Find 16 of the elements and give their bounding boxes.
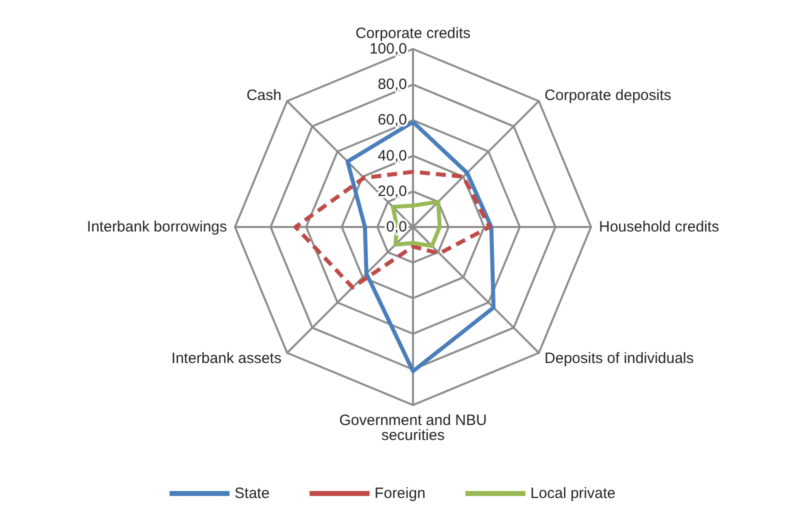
spoke-label: Interbank assets (171, 350, 282, 368)
y-tick-label: 20,0 (378, 182, 407, 200)
spoke-label: Cash (246, 86, 282, 104)
y-tick-label: 100,0 (369, 40, 407, 58)
legend-label: Local private (530, 485, 616, 502)
spoke-label: Household credits (599, 218, 720, 236)
y-tick-label: 80,0 (378, 76, 407, 94)
spoke-label: Deposits of individuals (544, 350, 694, 368)
y-tick-label: 60,0 (378, 112, 407, 129)
spoke-label: Government and NBU securities (339, 412, 487, 444)
spoke-label: Corporate deposits (544, 86, 672, 104)
legend-label: Foreign (374, 485, 426, 502)
spoke-label: Interbank borrowings (86, 218, 227, 236)
legend-label: State (234, 485, 270, 502)
spoke-label: Corporate credits (355, 25, 471, 42)
y-tick-label: 40,0 (378, 147, 407, 164)
